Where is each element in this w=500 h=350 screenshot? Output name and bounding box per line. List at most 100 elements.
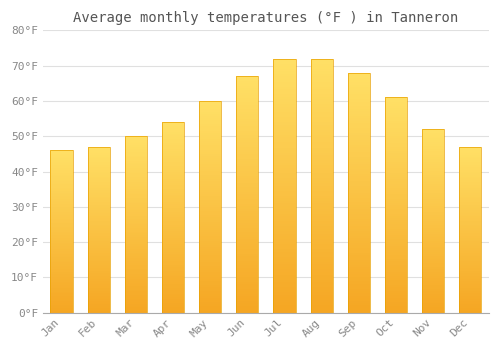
Bar bbox=[88, 160, 110, 162]
Bar bbox=[236, 98, 258, 100]
Bar bbox=[348, 111, 370, 113]
Bar bbox=[199, 120, 222, 122]
Bar bbox=[236, 110, 258, 112]
Bar bbox=[422, 274, 444, 276]
Bar bbox=[50, 152, 72, 154]
Bar bbox=[162, 198, 184, 200]
Bar bbox=[162, 189, 184, 191]
Bar bbox=[310, 290, 333, 292]
Bar bbox=[124, 138, 147, 140]
Bar bbox=[422, 214, 444, 215]
Bar bbox=[422, 241, 444, 243]
Bar bbox=[385, 100, 407, 102]
Bar bbox=[236, 282, 258, 284]
Bar bbox=[310, 59, 333, 61]
Bar bbox=[236, 138, 258, 140]
Bar bbox=[199, 169, 222, 171]
Bar bbox=[459, 183, 481, 185]
Bar bbox=[385, 270, 407, 272]
Bar bbox=[236, 251, 258, 253]
Bar bbox=[199, 135, 222, 137]
Bar bbox=[199, 272, 222, 274]
Bar bbox=[348, 238, 370, 241]
Bar bbox=[50, 249, 72, 251]
Bar bbox=[124, 261, 147, 263]
Bar bbox=[274, 142, 295, 145]
Bar bbox=[385, 168, 407, 170]
Bar bbox=[199, 183, 222, 186]
Bar bbox=[124, 267, 147, 268]
Bar bbox=[310, 244, 333, 247]
Bar bbox=[385, 207, 407, 209]
Bar bbox=[422, 250, 444, 252]
Bar bbox=[199, 126, 222, 128]
Bar bbox=[348, 279, 370, 281]
Bar bbox=[199, 122, 222, 124]
Bar bbox=[459, 254, 481, 256]
Bar bbox=[459, 190, 481, 191]
Bar bbox=[50, 230, 72, 231]
Bar bbox=[274, 300, 295, 302]
Bar bbox=[50, 233, 72, 235]
Bar bbox=[459, 285, 481, 286]
Bar bbox=[385, 214, 407, 216]
Bar bbox=[310, 97, 333, 99]
Bar bbox=[348, 195, 370, 197]
Bar bbox=[88, 202, 110, 203]
Bar bbox=[348, 289, 370, 291]
Bar bbox=[385, 128, 407, 130]
Bar bbox=[385, 173, 407, 175]
Bar bbox=[459, 288, 481, 289]
Bar bbox=[236, 135, 258, 138]
Bar bbox=[199, 186, 222, 188]
Bar bbox=[88, 177, 110, 178]
Bar bbox=[459, 243, 481, 245]
Bar bbox=[162, 122, 184, 313]
Bar bbox=[348, 171, 370, 174]
Bar bbox=[274, 244, 295, 247]
Bar bbox=[422, 136, 444, 138]
Bar bbox=[422, 146, 444, 148]
Bar bbox=[88, 152, 110, 154]
Bar bbox=[422, 278, 444, 280]
Bar bbox=[422, 191, 444, 194]
Bar bbox=[459, 235, 481, 236]
Bar bbox=[236, 214, 258, 216]
Bar bbox=[124, 230, 147, 231]
Bar bbox=[385, 235, 407, 237]
Bar bbox=[274, 257, 295, 259]
Bar bbox=[348, 202, 370, 205]
Bar bbox=[385, 252, 407, 254]
Bar bbox=[236, 145, 258, 147]
Bar bbox=[199, 222, 222, 224]
Bar bbox=[88, 175, 110, 177]
Bar bbox=[199, 306, 222, 308]
Bar bbox=[162, 286, 184, 288]
Bar bbox=[348, 301, 370, 303]
Bar bbox=[274, 66, 295, 69]
Bar bbox=[422, 201, 444, 203]
Bar bbox=[162, 274, 184, 277]
Bar bbox=[274, 224, 295, 226]
Bar bbox=[236, 258, 258, 261]
Bar bbox=[459, 157, 481, 159]
Bar bbox=[385, 226, 407, 229]
Bar bbox=[348, 161, 370, 164]
Bar bbox=[348, 281, 370, 284]
Bar bbox=[236, 197, 258, 199]
Bar bbox=[348, 253, 370, 255]
Bar bbox=[422, 199, 444, 201]
Bar bbox=[124, 285, 147, 286]
Bar bbox=[50, 184, 72, 186]
Bar bbox=[88, 308, 110, 309]
Bar bbox=[162, 273, 184, 274]
Bar bbox=[124, 149, 147, 150]
Bar bbox=[124, 295, 147, 297]
Bar bbox=[236, 93, 258, 95]
Bar bbox=[459, 308, 481, 309]
Bar bbox=[385, 158, 407, 160]
Bar bbox=[422, 293, 444, 294]
Bar bbox=[422, 131, 444, 133]
Bar bbox=[310, 71, 333, 74]
Bar bbox=[50, 284, 72, 285]
